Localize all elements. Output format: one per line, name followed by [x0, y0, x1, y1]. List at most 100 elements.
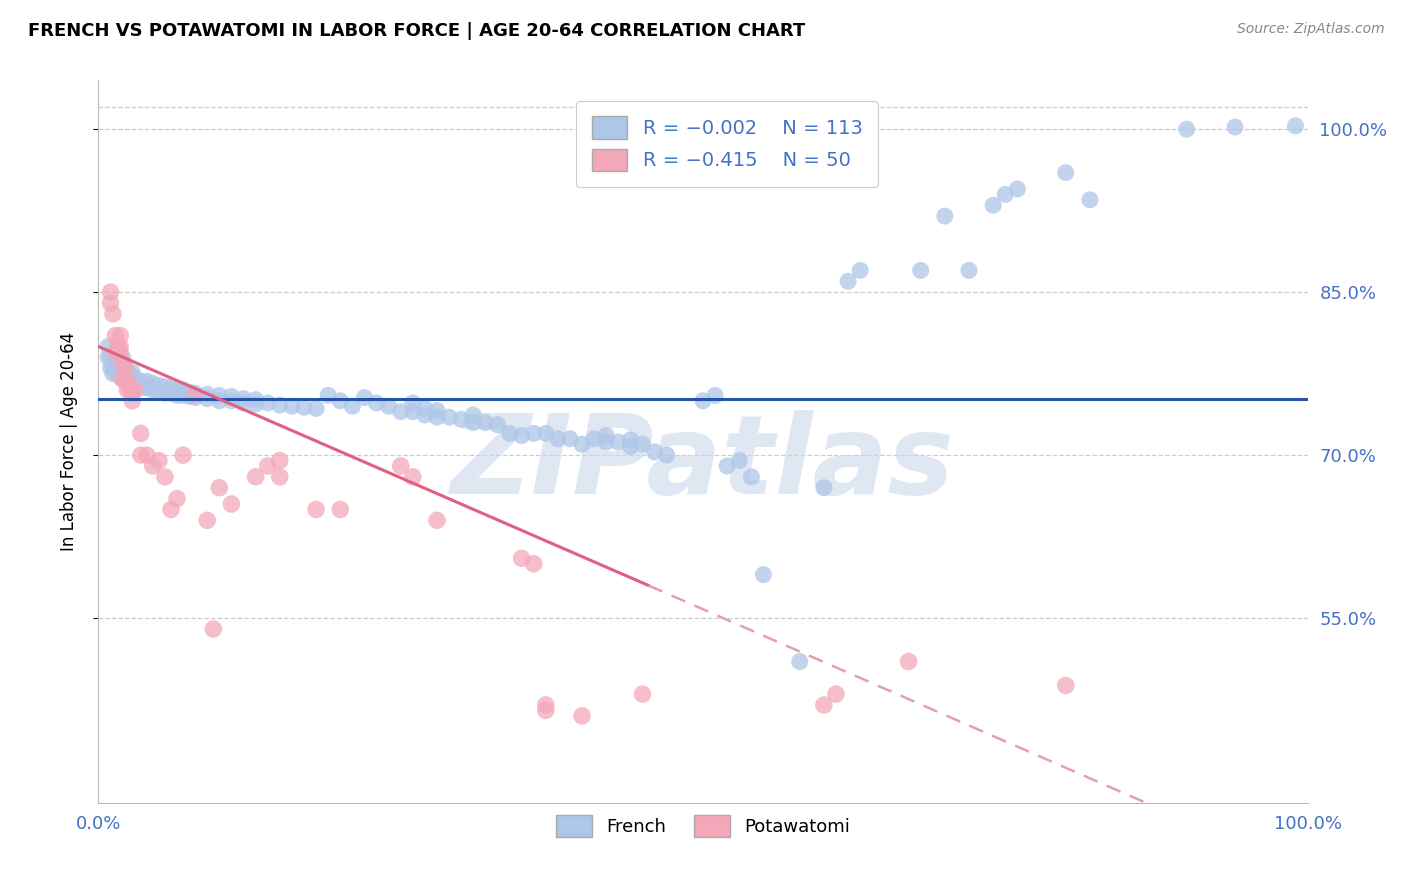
Point [114, 367, 136, 381]
Point [195, 392, 218, 406]
Point [619, 439, 641, 453]
Point [256, 396, 278, 410]
Point [1054, 678, 1077, 692]
Point [166, 383, 188, 397]
Point [269, 470, 291, 484]
Point [934, 209, 956, 223]
Point [111, 358, 134, 372]
Point [124, 383, 146, 397]
Point [195, 513, 218, 527]
Point [160, 386, 183, 401]
Text: FRENCH VS POTAWATOMI IN LABOR FORCE | AGE 20-64 CORRELATION CHART: FRENCH VS POTAWATOMI IN LABOR FORCE | AG… [28, 22, 806, 40]
Point [232, 396, 254, 410]
Point [114, 359, 136, 373]
Point [153, 379, 176, 393]
Point [124, 377, 146, 392]
Point [111, 366, 134, 380]
Point [353, 391, 375, 405]
Point [595, 435, 617, 450]
Point [129, 381, 152, 395]
Point [897, 655, 920, 669]
Point [728, 453, 751, 467]
Point [994, 187, 1017, 202]
Point [166, 491, 188, 506]
Point [97, 351, 120, 365]
Point [910, 263, 932, 277]
Point [107, 353, 129, 368]
Point [100, 361, 122, 376]
Point [104, 328, 127, 343]
Point [129, 448, 152, 462]
Point [100, 296, 122, 310]
Point [534, 426, 557, 441]
Point [121, 386, 143, 401]
Point [316, 388, 339, 402]
Point [184, 388, 207, 402]
Point [474, 416, 496, 430]
Point [534, 703, 557, 717]
Point [208, 481, 231, 495]
Point [292, 401, 315, 415]
Point [232, 392, 254, 406]
Point [101, 367, 124, 381]
Point [117, 383, 139, 397]
Point [1175, 122, 1198, 136]
Point [160, 502, 183, 516]
Point [221, 497, 243, 511]
Point [108, 339, 131, 353]
Point [184, 391, 207, 405]
Point [153, 386, 176, 401]
Point [631, 437, 654, 451]
Point [111, 372, 134, 386]
Point [129, 426, 152, 441]
Point [195, 387, 218, 401]
Point [1078, 193, 1101, 207]
Point [118, 368, 141, 382]
Point [179, 385, 201, 400]
Point [437, 410, 460, 425]
Point [498, 426, 520, 441]
Point [644, 445, 666, 459]
Point [269, 398, 291, 412]
Point [426, 410, 449, 425]
Point [534, 698, 557, 712]
Point [813, 481, 835, 495]
Point [547, 432, 569, 446]
Point [107, 339, 129, 353]
Point [957, 263, 980, 277]
Point [135, 448, 157, 462]
Text: Source: ZipAtlas.com: Source: ZipAtlas.com [1237, 22, 1385, 37]
Point [413, 408, 436, 422]
Y-axis label: In Labor Force | Age 20-64: In Labor Force | Age 20-64 [59, 332, 77, 551]
Point [118, 383, 141, 397]
Point [402, 470, 425, 484]
Point [377, 399, 399, 413]
Point [121, 366, 143, 380]
Point [148, 378, 170, 392]
Point [389, 458, 412, 473]
Point [172, 388, 194, 402]
Point [160, 381, 183, 395]
Point [571, 437, 593, 451]
Point [837, 274, 859, 288]
Point [172, 383, 194, 397]
Point [208, 393, 231, 408]
Point [202, 622, 225, 636]
Point [117, 374, 139, 388]
Point [1007, 182, 1029, 196]
Point [104, 345, 127, 359]
Point [108, 356, 131, 370]
Point [450, 412, 472, 426]
Point [142, 383, 165, 397]
Point [607, 435, 630, 450]
Point [752, 567, 775, 582]
Point [104, 356, 127, 370]
Point [256, 458, 278, 473]
Point [463, 408, 485, 422]
Point [402, 405, 425, 419]
Point [108, 328, 131, 343]
Point [101, 359, 124, 373]
Point [135, 374, 157, 388]
Point [121, 393, 143, 408]
Point [342, 399, 364, 413]
